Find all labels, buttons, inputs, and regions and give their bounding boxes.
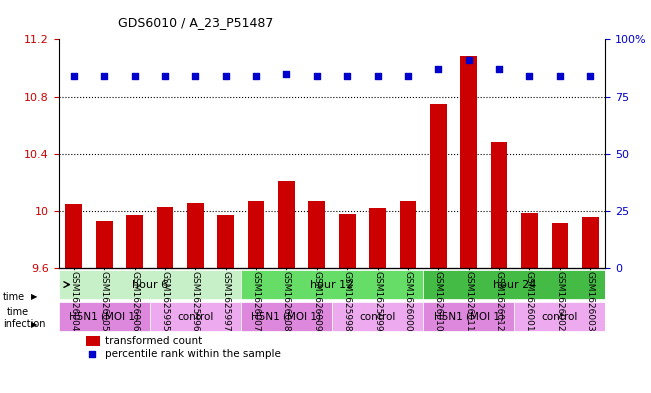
Text: infection: infection xyxy=(3,319,46,329)
Point xyxy=(221,73,231,79)
FancyBboxPatch shape xyxy=(423,270,605,299)
Text: H5N1 (MOI 1): H5N1 (MOI 1) xyxy=(69,312,139,322)
Text: H5N1 (MOI 1): H5N1 (MOI 1) xyxy=(251,312,322,322)
Point xyxy=(464,57,474,63)
Bar xyxy=(582,217,599,268)
Bar xyxy=(126,215,143,268)
Text: time: time xyxy=(7,307,29,318)
Text: GDS6010 / A_23_P51487: GDS6010 / A_23_P51487 xyxy=(118,16,273,29)
Point xyxy=(130,73,140,79)
Text: hour 24: hour 24 xyxy=(493,279,536,290)
Text: control: control xyxy=(177,312,214,322)
FancyBboxPatch shape xyxy=(59,302,150,331)
Point xyxy=(494,66,505,72)
Bar xyxy=(65,204,82,268)
FancyBboxPatch shape xyxy=(150,302,241,331)
Text: control: control xyxy=(542,312,578,322)
Bar xyxy=(278,181,295,268)
Point xyxy=(190,73,201,79)
Point xyxy=(342,73,352,79)
Point xyxy=(312,73,322,79)
Bar xyxy=(217,215,234,268)
FancyBboxPatch shape xyxy=(59,270,241,299)
Bar xyxy=(551,222,568,268)
Point xyxy=(68,73,79,79)
Point xyxy=(99,73,109,79)
Bar xyxy=(400,201,417,268)
Point xyxy=(87,351,98,358)
Point xyxy=(555,73,565,79)
Text: hour 12: hour 12 xyxy=(311,279,353,290)
Text: ▶: ▶ xyxy=(31,292,38,301)
Point xyxy=(251,73,261,79)
Point xyxy=(281,70,292,77)
FancyBboxPatch shape xyxy=(423,302,514,331)
Bar xyxy=(187,202,204,268)
FancyBboxPatch shape xyxy=(514,302,605,331)
Point xyxy=(372,73,383,79)
FancyBboxPatch shape xyxy=(332,302,423,331)
Bar xyxy=(430,104,447,268)
Point xyxy=(585,73,596,79)
Text: transformed count: transformed count xyxy=(105,336,202,346)
Text: hour 6: hour 6 xyxy=(132,279,168,290)
Bar xyxy=(156,207,173,268)
Bar xyxy=(339,214,355,268)
Text: control: control xyxy=(359,312,396,322)
Point xyxy=(524,73,534,79)
Bar xyxy=(369,208,386,268)
Text: time: time xyxy=(3,292,25,302)
Bar xyxy=(491,142,508,268)
Point xyxy=(159,73,170,79)
Bar xyxy=(96,221,113,268)
FancyBboxPatch shape xyxy=(241,302,332,331)
Point xyxy=(403,73,413,79)
Text: ▶: ▶ xyxy=(31,320,38,329)
Point xyxy=(433,66,443,72)
Bar xyxy=(460,57,477,268)
Bar xyxy=(86,336,100,346)
Bar xyxy=(521,213,538,268)
FancyBboxPatch shape xyxy=(241,270,423,299)
Bar xyxy=(309,201,326,268)
Text: percentile rank within the sample: percentile rank within the sample xyxy=(105,349,281,360)
Text: H5N1 (MOI 1): H5N1 (MOI 1) xyxy=(434,312,504,322)
Bar xyxy=(247,201,264,268)
